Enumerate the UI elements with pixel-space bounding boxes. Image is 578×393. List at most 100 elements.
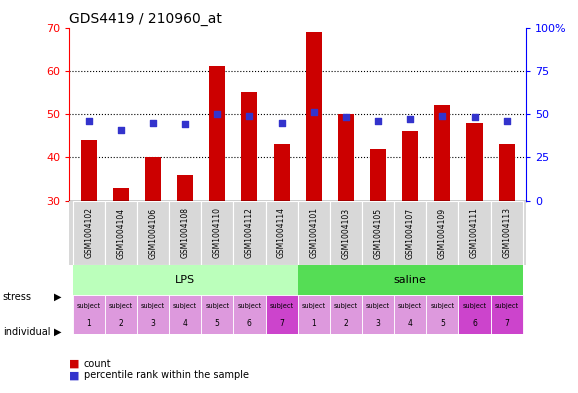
Text: subject: subject [430,303,454,309]
Text: 4: 4 [408,319,413,328]
Bar [73,295,105,334]
Text: subject: subject [205,303,229,309]
Text: subject: subject [109,303,133,309]
Text: GSM1004111: GSM1004111 [470,208,479,258]
Bar [234,295,265,334]
Text: GSM1004109: GSM1004109 [438,208,447,259]
Bar [434,105,450,200]
Bar [458,200,491,265]
Point [213,111,222,117]
Text: 5: 5 [215,319,220,328]
Text: 4: 4 [183,319,187,328]
Point [245,113,254,119]
Bar [105,200,137,265]
Bar [298,295,330,334]
Bar [466,123,483,200]
Text: GSM1004114: GSM1004114 [277,208,286,259]
Bar [177,174,193,200]
Text: ▶: ▶ [54,327,61,337]
Bar [491,295,523,334]
Text: subject: subject [398,303,423,309]
Text: 6: 6 [472,319,477,328]
Text: GSM1004110: GSM1004110 [213,208,222,259]
Bar [499,144,515,200]
Text: 3: 3 [376,319,380,328]
Text: subject: subject [302,303,326,309]
Text: stress: stress [3,292,32,302]
Bar [402,131,418,200]
Bar [370,149,386,200]
Bar [113,187,129,200]
Bar [209,66,225,200]
Bar [298,200,330,265]
Point [406,116,415,122]
Point [149,119,158,126]
Point [277,119,286,126]
Text: GSM1004101: GSM1004101 [309,208,318,259]
Text: GSM1004113: GSM1004113 [502,208,511,259]
Bar [73,265,298,295]
Bar [394,200,427,265]
Text: GSM1004107: GSM1004107 [406,208,415,259]
Point [116,127,125,133]
Text: subject: subject [269,303,294,309]
Text: GDS4419 / 210960_at: GDS4419 / 210960_at [69,13,222,26]
Text: 2: 2 [118,319,123,328]
Text: subject: subject [238,303,261,309]
Text: ■: ■ [69,358,80,369]
Text: saline: saline [394,275,427,285]
Bar [105,295,137,334]
Bar [338,114,354,200]
Point [502,118,512,124]
Bar [201,200,234,265]
Bar [491,200,523,265]
Bar [394,295,427,334]
Text: subject: subject [141,303,165,309]
Bar [145,157,161,200]
Text: 7: 7 [504,319,509,328]
Text: GSM1004104: GSM1004104 [116,208,125,259]
Point [438,113,447,119]
Bar [330,295,362,334]
Text: subject: subject [77,303,101,309]
Text: percentile rank within the sample: percentile rank within the sample [84,370,249,380]
Bar [427,295,458,334]
Point [470,114,479,121]
Bar [427,200,458,265]
Text: GSM1004102: GSM1004102 [84,208,93,259]
Bar [362,295,394,334]
Point [309,109,318,116]
Bar [137,295,169,334]
Point [180,121,190,128]
Text: 3: 3 [150,319,155,328]
Text: 2: 2 [343,319,349,328]
Bar [362,200,394,265]
Bar [330,200,362,265]
Text: subject: subject [334,303,358,309]
Bar [306,32,322,200]
Text: subject: subject [366,303,390,309]
Text: subject: subject [173,303,197,309]
Text: 1: 1 [86,319,91,328]
Bar [234,200,265,265]
Bar [265,200,298,265]
Text: LPS: LPS [175,275,195,285]
Bar [169,295,201,334]
Bar [201,295,234,334]
Bar [80,140,97,200]
Text: subject: subject [495,303,518,309]
Text: GSM1004112: GSM1004112 [245,208,254,258]
Text: 7: 7 [279,319,284,328]
Text: GSM1004105: GSM1004105 [373,208,383,259]
Bar [458,295,491,334]
Text: GSM1004108: GSM1004108 [180,208,190,259]
Text: 5: 5 [440,319,445,328]
Text: count: count [84,358,112,369]
Bar [298,265,523,295]
Text: subject: subject [462,303,487,309]
Bar [273,144,290,200]
Bar [73,200,105,265]
Bar [137,200,169,265]
Text: GSM1004106: GSM1004106 [149,208,157,259]
Text: 1: 1 [312,319,316,328]
